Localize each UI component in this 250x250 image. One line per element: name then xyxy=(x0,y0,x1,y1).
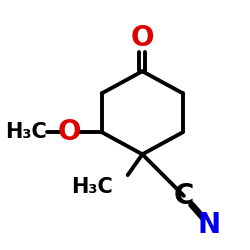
Text: H₃C: H₃C xyxy=(6,122,47,142)
Text: C: C xyxy=(174,182,194,210)
Text: N: N xyxy=(198,211,221,239)
Text: O: O xyxy=(57,118,81,146)
Text: H₃C: H₃C xyxy=(71,177,113,197)
Text: O: O xyxy=(130,24,154,52)
